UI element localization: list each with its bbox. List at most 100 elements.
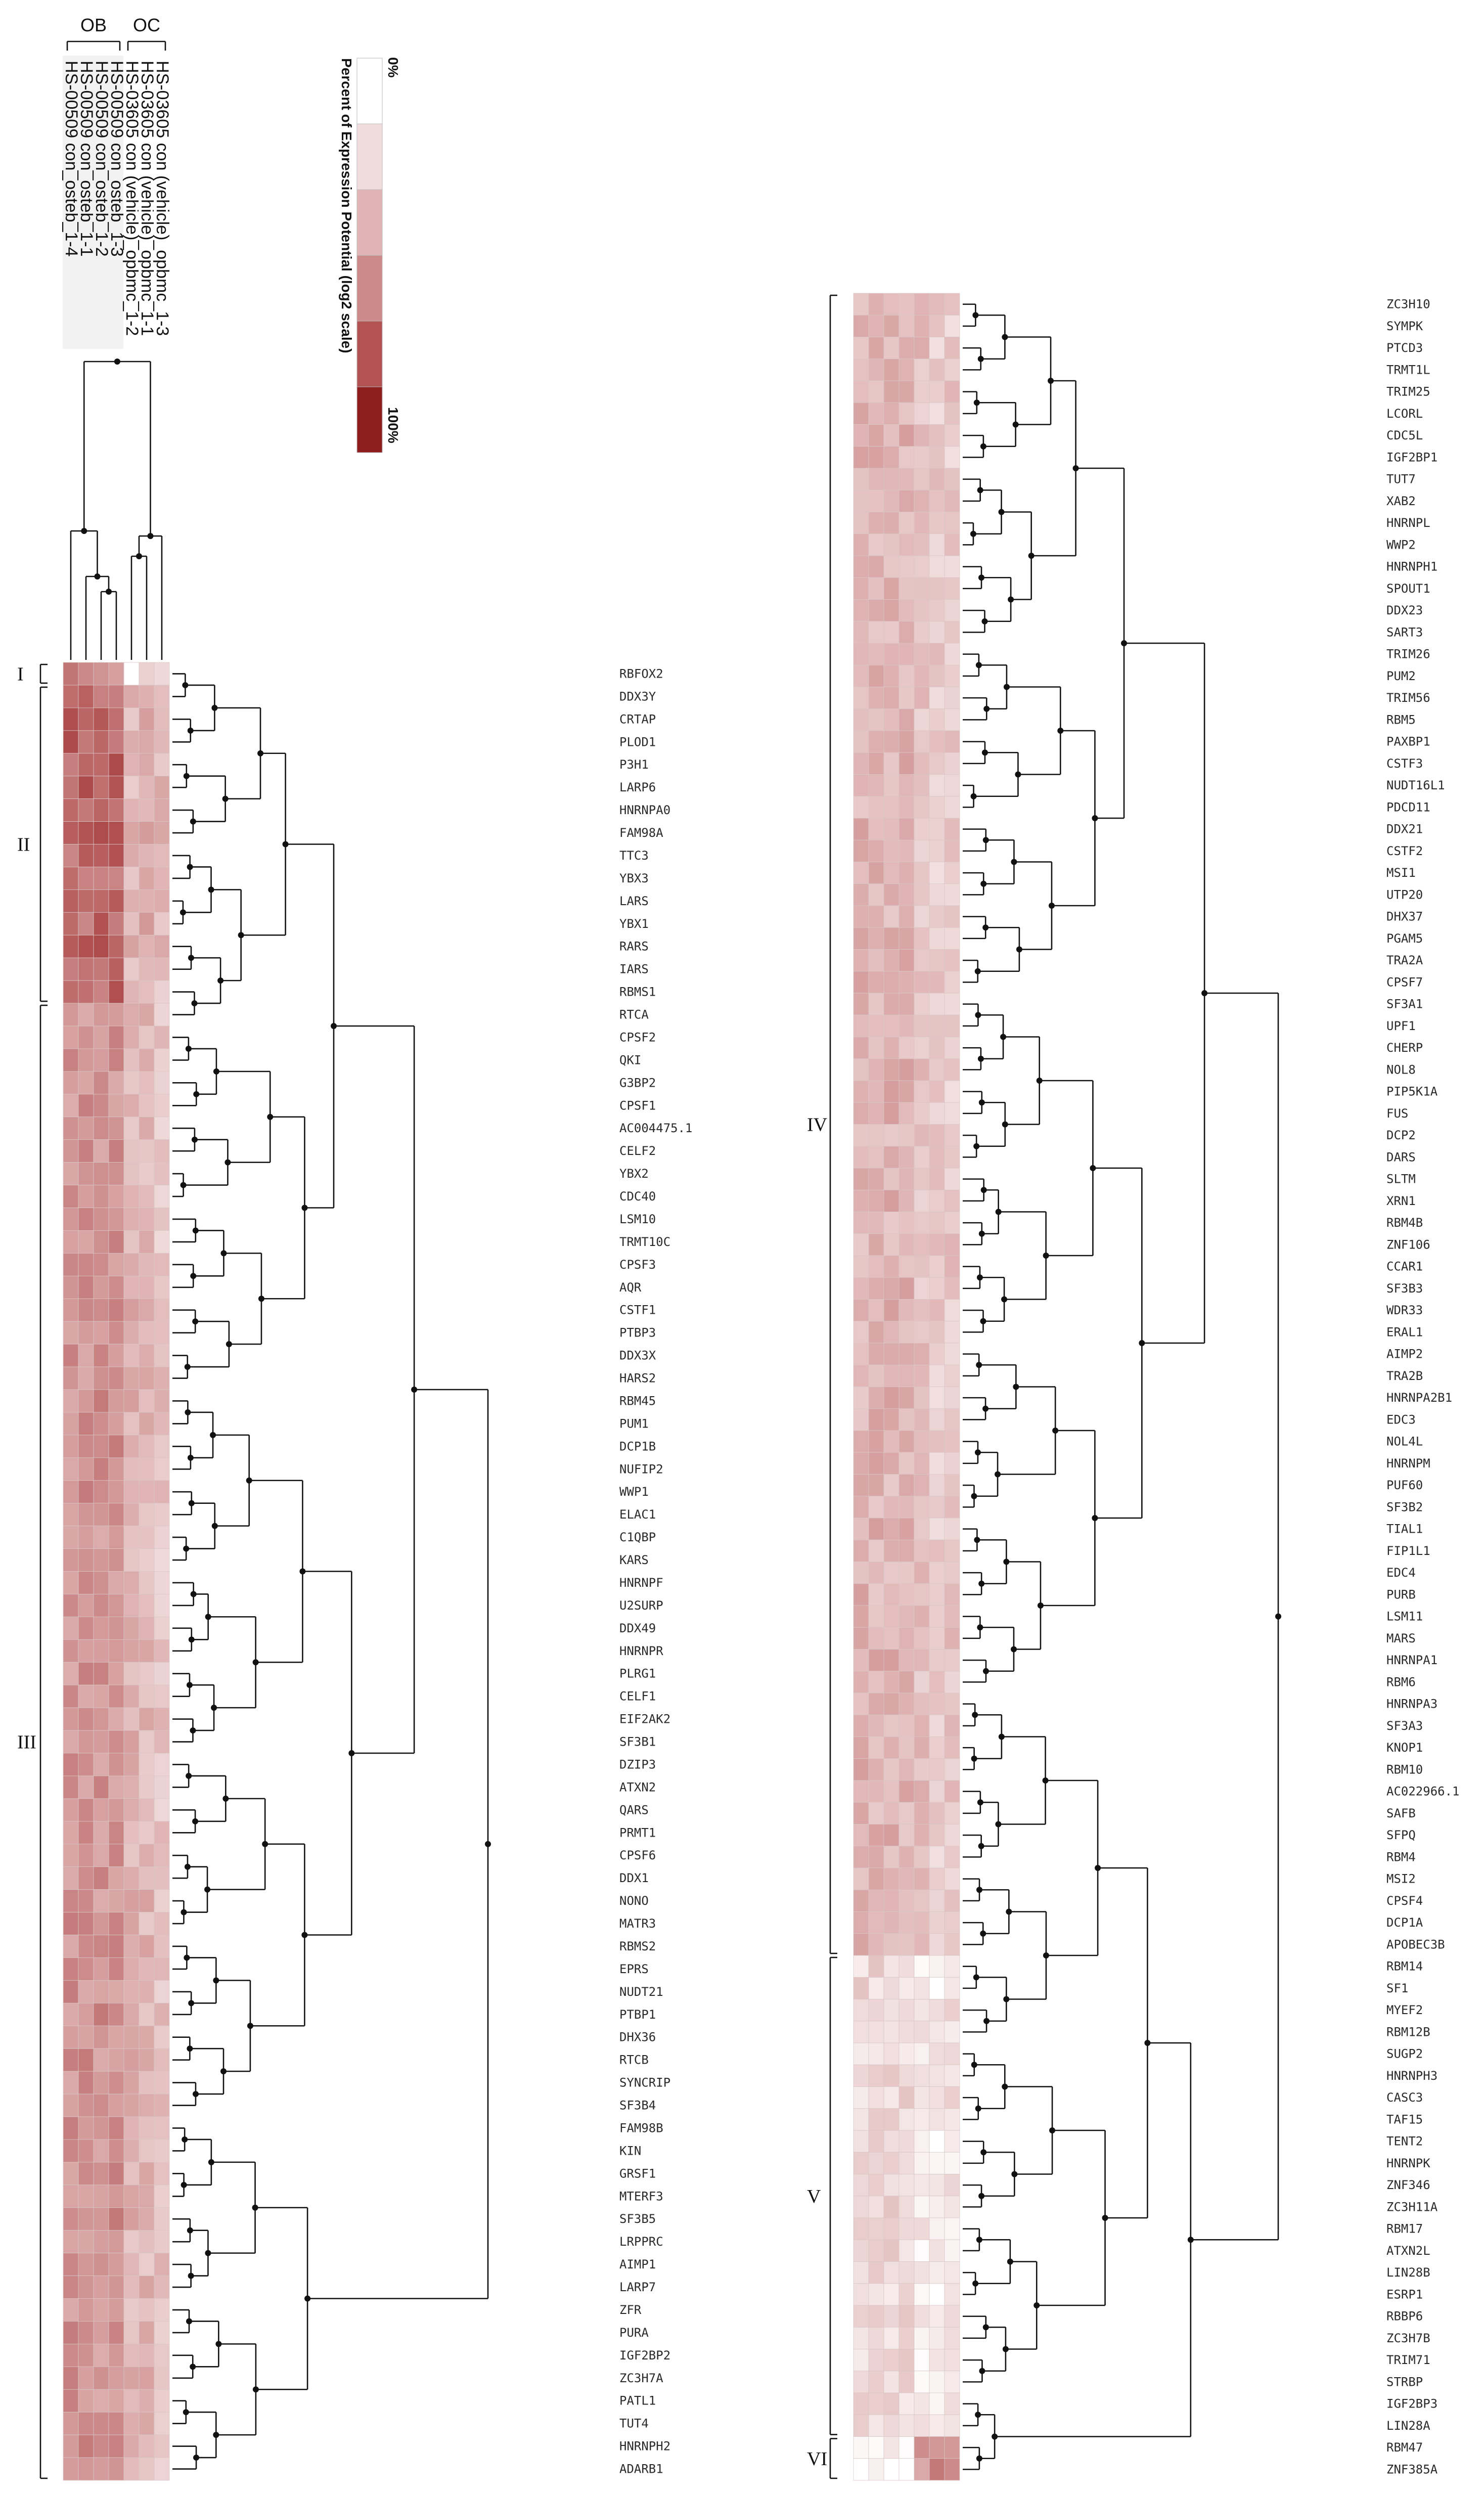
heatmap-cell bbox=[63, 1548, 79, 1572]
heatmap-cell bbox=[154, 2321, 170, 2344]
heatmap-cell bbox=[154, 934, 170, 958]
heatmap-cell bbox=[123, 1707, 140, 1731]
heatmap-cell bbox=[108, 1571, 124, 1594]
heatmap-cell bbox=[929, 1037, 945, 1059]
heatmap-cell bbox=[929, 293, 945, 316]
heatmap-cell bbox=[883, 1692, 900, 1715]
heatmap-cell bbox=[853, 1168, 869, 1190]
heatmap-cell bbox=[63, 1957, 79, 1981]
heatmap-cell bbox=[108, 2412, 124, 2435]
heatmap-cell bbox=[853, 1692, 869, 1715]
heatmap-cell bbox=[883, 1058, 900, 1081]
heatmap-cell bbox=[914, 1562, 930, 1584]
heatmap-cell bbox=[929, 1387, 945, 1409]
column-group-label-oc: OC bbox=[133, 15, 160, 35]
heatmap-cell bbox=[63, 1594, 79, 1617]
heatmap-cell bbox=[154, 1412, 170, 1436]
heatmap-cell bbox=[154, 2025, 170, 2049]
heatmap-cell bbox=[123, 1730, 140, 1754]
heatmap-cell bbox=[853, 2458, 869, 2481]
heatmap-cell bbox=[78, 1253, 94, 1276]
heatmap-cell bbox=[139, 776, 155, 799]
gene-label: SF3B5 bbox=[619, 2212, 656, 2226]
heatmap-cell bbox=[944, 2064, 960, 2087]
column-header: HS-03605 con (vehicle)_opbmc_1-3 bbox=[153, 61, 172, 336]
heatmap-cell bbox=[123, 1980, 140, 2003]
heatmap-cell bbox=[929, 1233, 945, 1256]
heatmap-cell bbox=[108, 1707, 124, 1731]
gene-label: CPSF2 bbox=[619, 1030, 656, 1044]
heatmap-cell bbox=[853, 2174, 869, 2197]
heatmap-cell bbox=[929, 1955, 945, 1978]
heatmap-cell bbox=[944, 2305, 960, 2328]
gene-label: SF3B4 bbox=[619, 2099, 656, 2113]
heatmap-cell bbox=[914, 621, 930, 644]
heatmap-cell bbox=[929, 1736, 945, 1759]
heatmap-cell bbox=[898, 1562, 915, 1584]
heatmap-cell bbox=[929, 1189, 945, 1212]
heatmap-cell bbox=[868, 1321, 884, 1344]
heatmap-cell bbox=[154, 2343, 170, 2367]
gene-label: MARS bbox=[1386, 1631, 1416, 1645]
heatmap-cell bbox=[63, 2412, 79, 2435]
heatmap-cell bbox=[93, 2253, 109, 2276]
gene-label: EIF2AK2 bbox=[619, 1712, 670, 1726]
heatmap-cell bbox=[853, 1277, 869, 1300]
heatmap-cell bbox=[93, 2343, 109, 2367]
heatmap-cell bbox=[868, 1977, 884, 1999]
heatmap-cell bbox=[914, 1255, 930, 1278]
heatmap-cell bbox=[78, 2298, 94, 2322]
heatmap-cell bbox=[139, 1389, 155, 1413]
heatmap-cell bbox=[914, 315, 930, 337]
heatmap-cell bbox=[139, 1457, 155, 1481]
heatmap-cell bbox=[139, 2162, 155, 2186]
heatmap-cell bbox=[139, 821, 155, 844]
heatmap-cell bbox=[63, 957, 79, 981]
heatmap-cell bbox=[154, 1730, 170, 1754]
heatmap-cell bbox=[63, 1094, 79, 1118]
heatmap-cell bbox=[898, 2392, 915, 2415]
heatmap-cell bbox=[929, 1933, 945, 1956]
heatmap-cell bbox=[63, 1889, 79, 1912]
gene-label: DARS bbox=[1386, 1150, 1416, 1164]
heatmap-cell bbox=[63, 1730, 79, 1754]
heatmap-cell bbox=[898, 1933, 915, 1956]
gene-label: SYNCRIP bbox=[619, 2076, 670, 2090]
gene-label: MYEF2 bbox=[1386, 2003, 1423, 2017]
heatmap-cell bbox=[929, 1911, 945, 1934]
heatmap-cell bbox=[883, 337, 900, 360]
heatmap-cell bbox=[898, 2283, 915, 2306]
heatmap-cell bbox=[108, 2116, 124, 2140]
heatmap-cell bbox=[929, 1846, 945, 1868]
gene-label: LARP6 bbox=[619, 780, 656, 794]
heatmap-cell bbox=[868, 1474, 884, 1497]
heatmap-cell bbox=[914, 2392, 930, 2415]
heatmap-cell bbox=[123, 2093, 140, 2117]
heatmap-cell bbox=[93, 1230, 109, 1254]
heatmap-cell bbox=[929, 1999, 945, 2022]
heatmap-cell bbox=[944, 1452, 960, 1475]
heatmap-cell bbox=[93, 2276, 109, 2299]
heatmap-cell bbox=[929, 1124, 945, 1147]
heatmap-cell bbox=[944, 1605, 960, 1628]
heatmap-cell bbox=[898, 1037, 915, 1059]
column-header: HS-00509 con_osteb_1-3 bbox=[107, 61, 126, 257]
heatmap-cell bbox=[898, 1124, 915, 1147]
gene-label: TTC3 bbox=[619, 849, 649, 863]
gene-label: ATXN2L bbox=[1386, 2244, 1430, 2258]
heatmap-cell bbox=[123, 1457, 140, 1481]
heatmap-cell bbox=[78, 1298, 94, 1322]
heatmap-cell bbox=[883, 2392, 900, 2415]
heatmap-cell bbox=[853, 1627, 869, 1650]
heatmap-cell bbox=[898, 2414, 915, 2437]
heatmap-cell bbox=[883, 664, 900, 687]
heatmap-cell bbox=[154, 685, 170, 708]
heatmap-cell bbox=[123, 957, 140, 981]
heatmap-cell bbox=[853, 489, 869, 512]
heatmap-cell bbox=[898, 2371, 915, 2393]
heatmap-cell bbox=[108, 1094, 124, 1118]
heatmap-cell bbox=[63, 1162, 79, 1185]
heatmap-cell bbox=[63, 2457, 79, 2481]
heatmap-cell bbox=[914, 1846, 930, 1868]
gene-label: U2SURP bbox=[619, 1598, 663, 1613]
